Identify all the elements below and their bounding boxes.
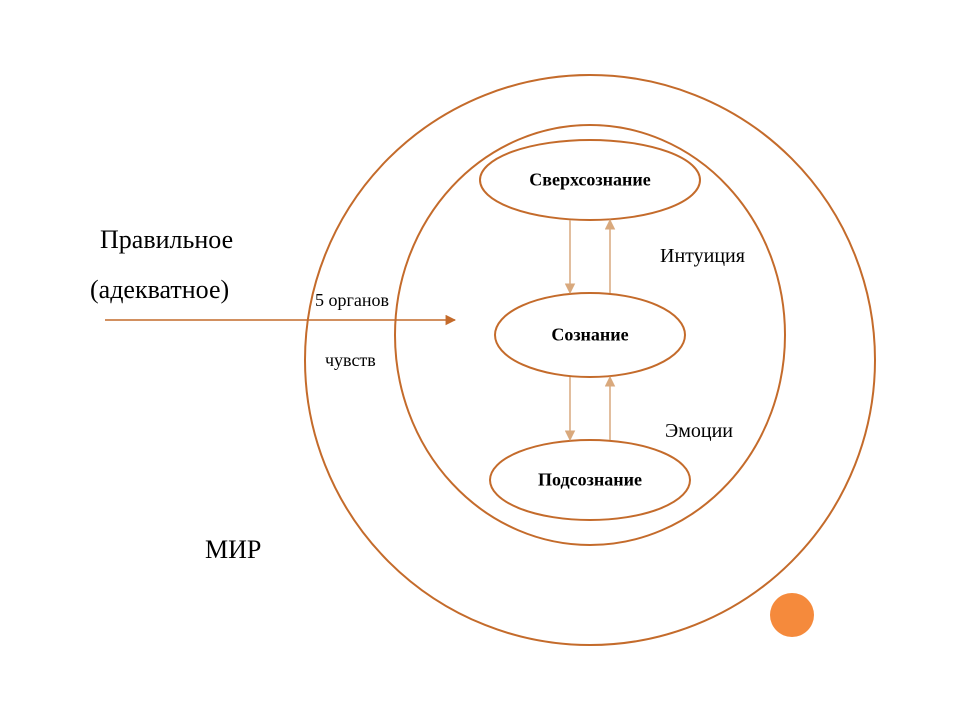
node-bot-label: Подсознание bbox=[538, 470, 642, 491]
node-top-label: Сверхсознание bbox=[529, 170, 651, 191]
senses-line2: чувств bbox=[325, 350, 376, 371]
decorative-dot-icon bbox=[770, 593, 814, 637]
diagram-stage: Правильное (адекватное) МИР 5 органов чу… bbox=[0, 0, 960, 720]
title-line2: (адекватное) bbox=[90, 275, 229, 305]
node-mid-label: Сознание bbox=[551, 325, 628, 346]
title-line1: Правильное bbox=[100, 225, 233, 255]
diagram-svg bbox=[0, 0, 960, 720]
emotions-label: Эмоции bbox=[665, 420, 733, 443]
world-label: МИР bbox=[205, 535, 261, 565]
intuition-label: Интуиция bbox=[660, 245, 745, 268]
senses-line1: 5 органов bbox=[315, 290, 389, 311]
